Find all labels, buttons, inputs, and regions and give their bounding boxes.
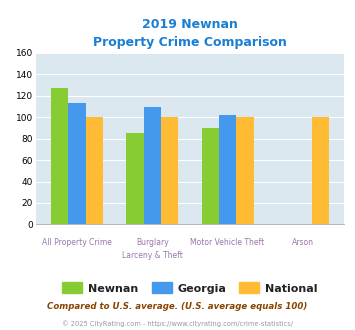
Bar — [126, 133, 143, 224]
Bar — [236, 117, 253, 224]
Bar — [144, 108, 161, 224]
Bar — [161, 117, 178, 224]
Legend: Newnan, Georgia, National: Newnan, Georgia, National — [58, 278, 322, 298]
Bar — [86, 117, 103, 224]
Title: 2019 Newnan
Property Crime Comparison: 2019 Newnan Property Crime Comparison — [93, 18, 287, 49]
Text: © 2025 CityRating.com - https://www.cityrating.com/crime-statistics/: © 2025 CityRating.com - https://www.city… — [62, 320, 293, 327]
Bar — [219, 115, 236, 224]
Bar — [202, 128, 219, 224]
Text: Burglary: Burglary — [136, 238, 169, 247]
Text: Motor Vehicle Theft: Motor Vehicle Theft — [191, 238, 265, 247]
Text: All Property Crime: All Property Crime — [42, 238, 112, 247]
Bar — [312, 117, 329, 224]
Text: Arson: Arson — [292, 238, 314, 247]
Bar — [68, 103, 86, 224]
Bar — [51, 88, 68, 224]
Text: Compared to U.S. average. (U.S. average equals 100): Compared to U.S. average. (U.S. average … — [47, 302, 308, 311]
Text: Larceny & Theft: Larceny & Theft — [122, 251, 183, 260]
